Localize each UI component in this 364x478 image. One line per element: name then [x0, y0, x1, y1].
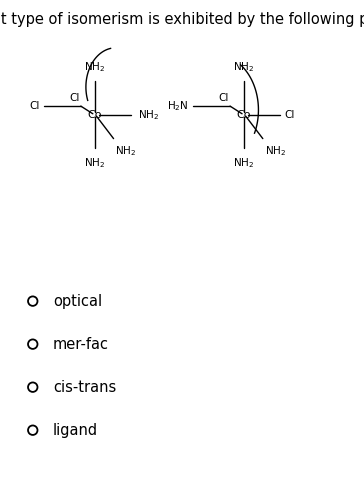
Text: Cl: Cl: [218, 93, 229, 103]
Text: NH$_2$: NH$_2$: [233, 60, 254, 74]
Text: mer-fac: mer-fac: [53, 337, 109, 352]
Text: NH$_2$: NH$_2$: [138, 108, 159, 121]
Text: Co: Co: [87, 110, 102, 120]
Text: optical: optical: [53, 293, 102, 309]
Text: NH$_2$: NH$_2$: [84, 60, 105, 74]
Text: NH$_2$: NH$_2$: [265, 144, 286, 158]
Text: NH$_2$: NH$_2$: [84, 156, 105, 170]
Text: Cl: Cl: [29, 101, 39, 111]
Text: NH$_2$: NH$_2$: [115, 144, 136, 158]
Text: Cl: Cl: [284, 110, 294, 120]
Text: H$_2$N: H$_2$N: [167, 99, 189, 113]
Text: cis-trans: cis-trans: [53, 380, 116, 395]
Text: Cl: Cl: [69, 93, 79, 103]
Text: ligand: ligand: [53, 423, 98, 438]
Text: What type of isomerism is exhibited by the following pair?: What type of isomerism is exhibited by t…: [0, 12, 364, 27]
Text: NH$_2$: NH$_2$: [233, 156, 254, 170]
Text: Co: Co: [237, 110, 251, 120]
